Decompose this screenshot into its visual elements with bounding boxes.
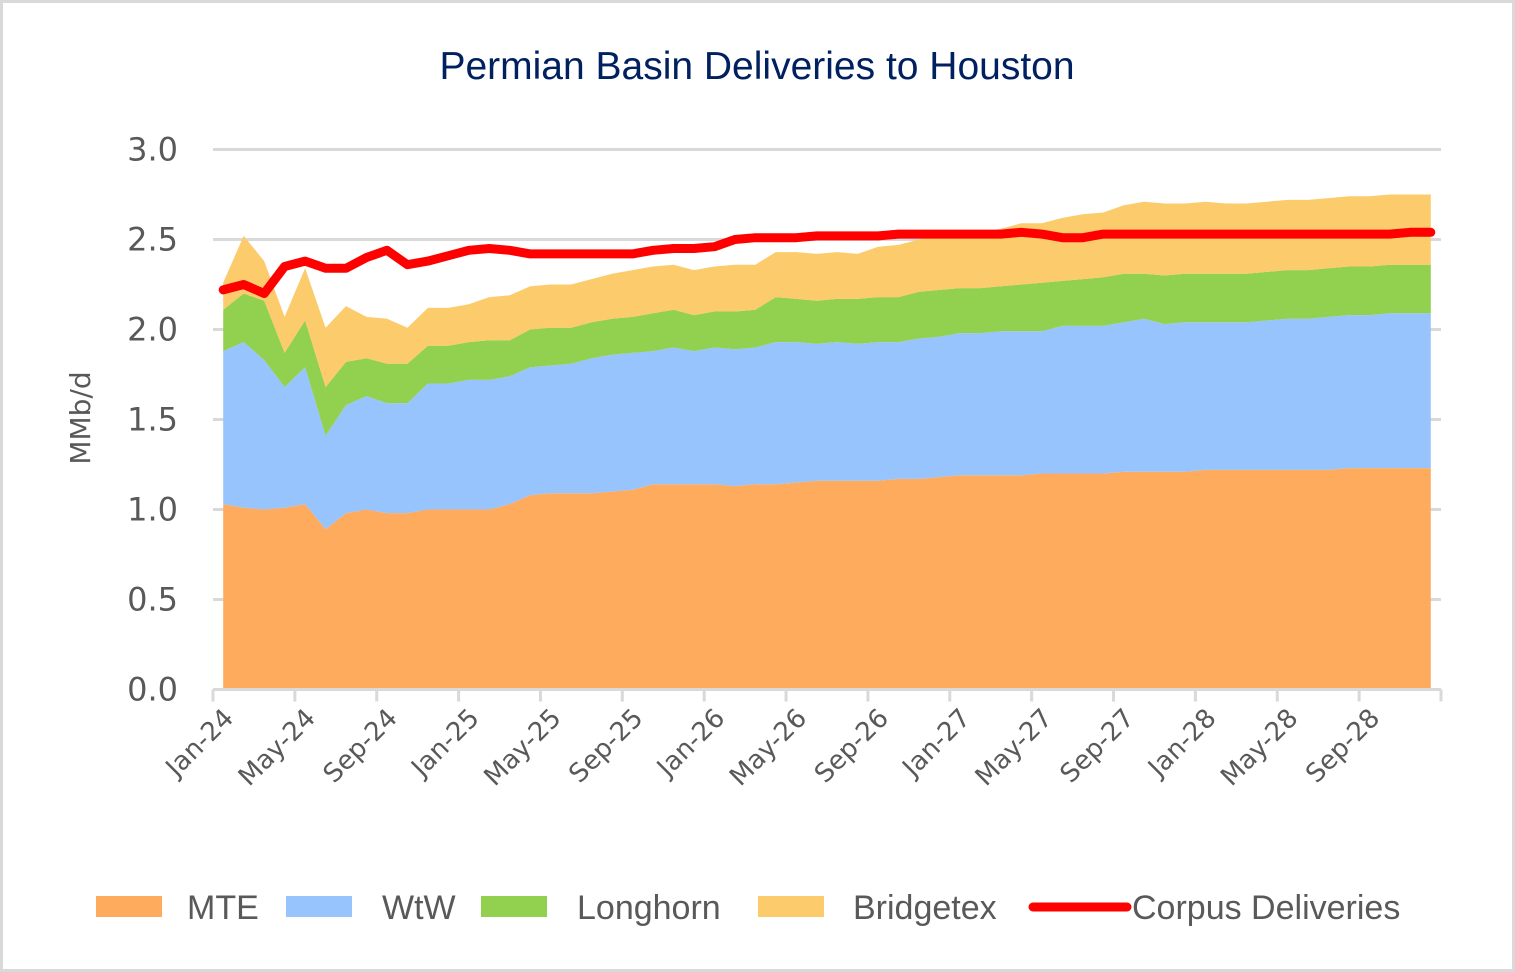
legend-item: MTE (96, 889, 259, 927)
area-mte (223, 468, 1431, 690)
y-tick-label: 3.0 (127, 131, 178, 169)
x-tick-label: Sep-27 (1055, 703, 1141, 789)
legend-swatch (481, 896, 547, 917)
legend-label: WtW (382, 889, 456, 927)
y-tick-label: 1.5 (127, 401, 178, 439)
legend-swatch (96, 896, 162, 917)
legend-item: Corpus Deliveries (1028, 889, 1400, 927)
y-tick-label: 0.0 (127, 671, 178, 709)
area-longhorn (223, 264, 1431, 436)
x-tick-label: May-28 (1215, 703, 1304, 792)
line-corpus-deliveries (218, 227, 1436, 298)
legend-swatch (758, 896, 824, 917)
x-tick-label: May-25 (478, 703, 567, 792)
x-tick-label: Sep-24 (318, 703, 404, 789)
legend-item: Longhorn (481, 889, 721, 927)
legend-swatch (286, 896, 352, 917)
chart-title: Permian Basin Deliveries to Houston (439, 45, 1074, 88)
x-tick-label: Sep-25 (563, 703, 649, 789)
area-bridgetex (223, 194, 1431, 388)
y-axis-ticks: 0.0 0.5 1.0 1.5 2.0 2.5 3.0 (127, 131, 178, 709)
legend-label: Longhorn (577, 889, 721, 927)
y-tick-label: 2.0 (127, 311, 178, 349)
legend-item: WtW (286, 889, 456, 927)
legend: MTE WtW Longhorn Bridgetex Corpus Deliveries (96, 889, 1400, 927)
x-tick-label: May-26 (724, 703, 813, 792)
x-tick-label: Jan-27 (896, 703, 977, 784)
legend-label: Bridgetex (853, 889, 997, 927)
stacked-areas (223, 194, 1431, 690)
x-tick-label: May-24 (233, 703, 322, 792)
legend-label: MTE (187, 889, 259, 927)
x-tick-label: Jan-28 (1141, 703, 1222, 784)
y-tick-label: 1.0 (127, 491, 178, 529)
legend-item: Bridgetex (758, 889, 997, 927)
x-tick-label: Sep-28 (1300, 703, 1386, 789)
x-tick-label: Jan-24 (159, 703, 240, 784)
y-tick-label: 2.5 (127, 221, 178, 259)
legend-label: Corpus Deliveries (1132, 889, 1400, 927)
x-tick-label: Jan-26 (650, 703, 731, 784)
x-tick-label: Sep-26 (809, 703, 895, 789)
y-axis-title: MMb/d (64, 371, 97, 464)
line-series (218, 227, 1436, 298)
x-tick-label: May-27 (970, 703, 1059, 792)
area-wtw (223, 313, 1431, 530)
y-tick-label: 0.5 (127, 581, 178, 619)
x-tick-label: Jan-25 (405, 703, 486, 784)
